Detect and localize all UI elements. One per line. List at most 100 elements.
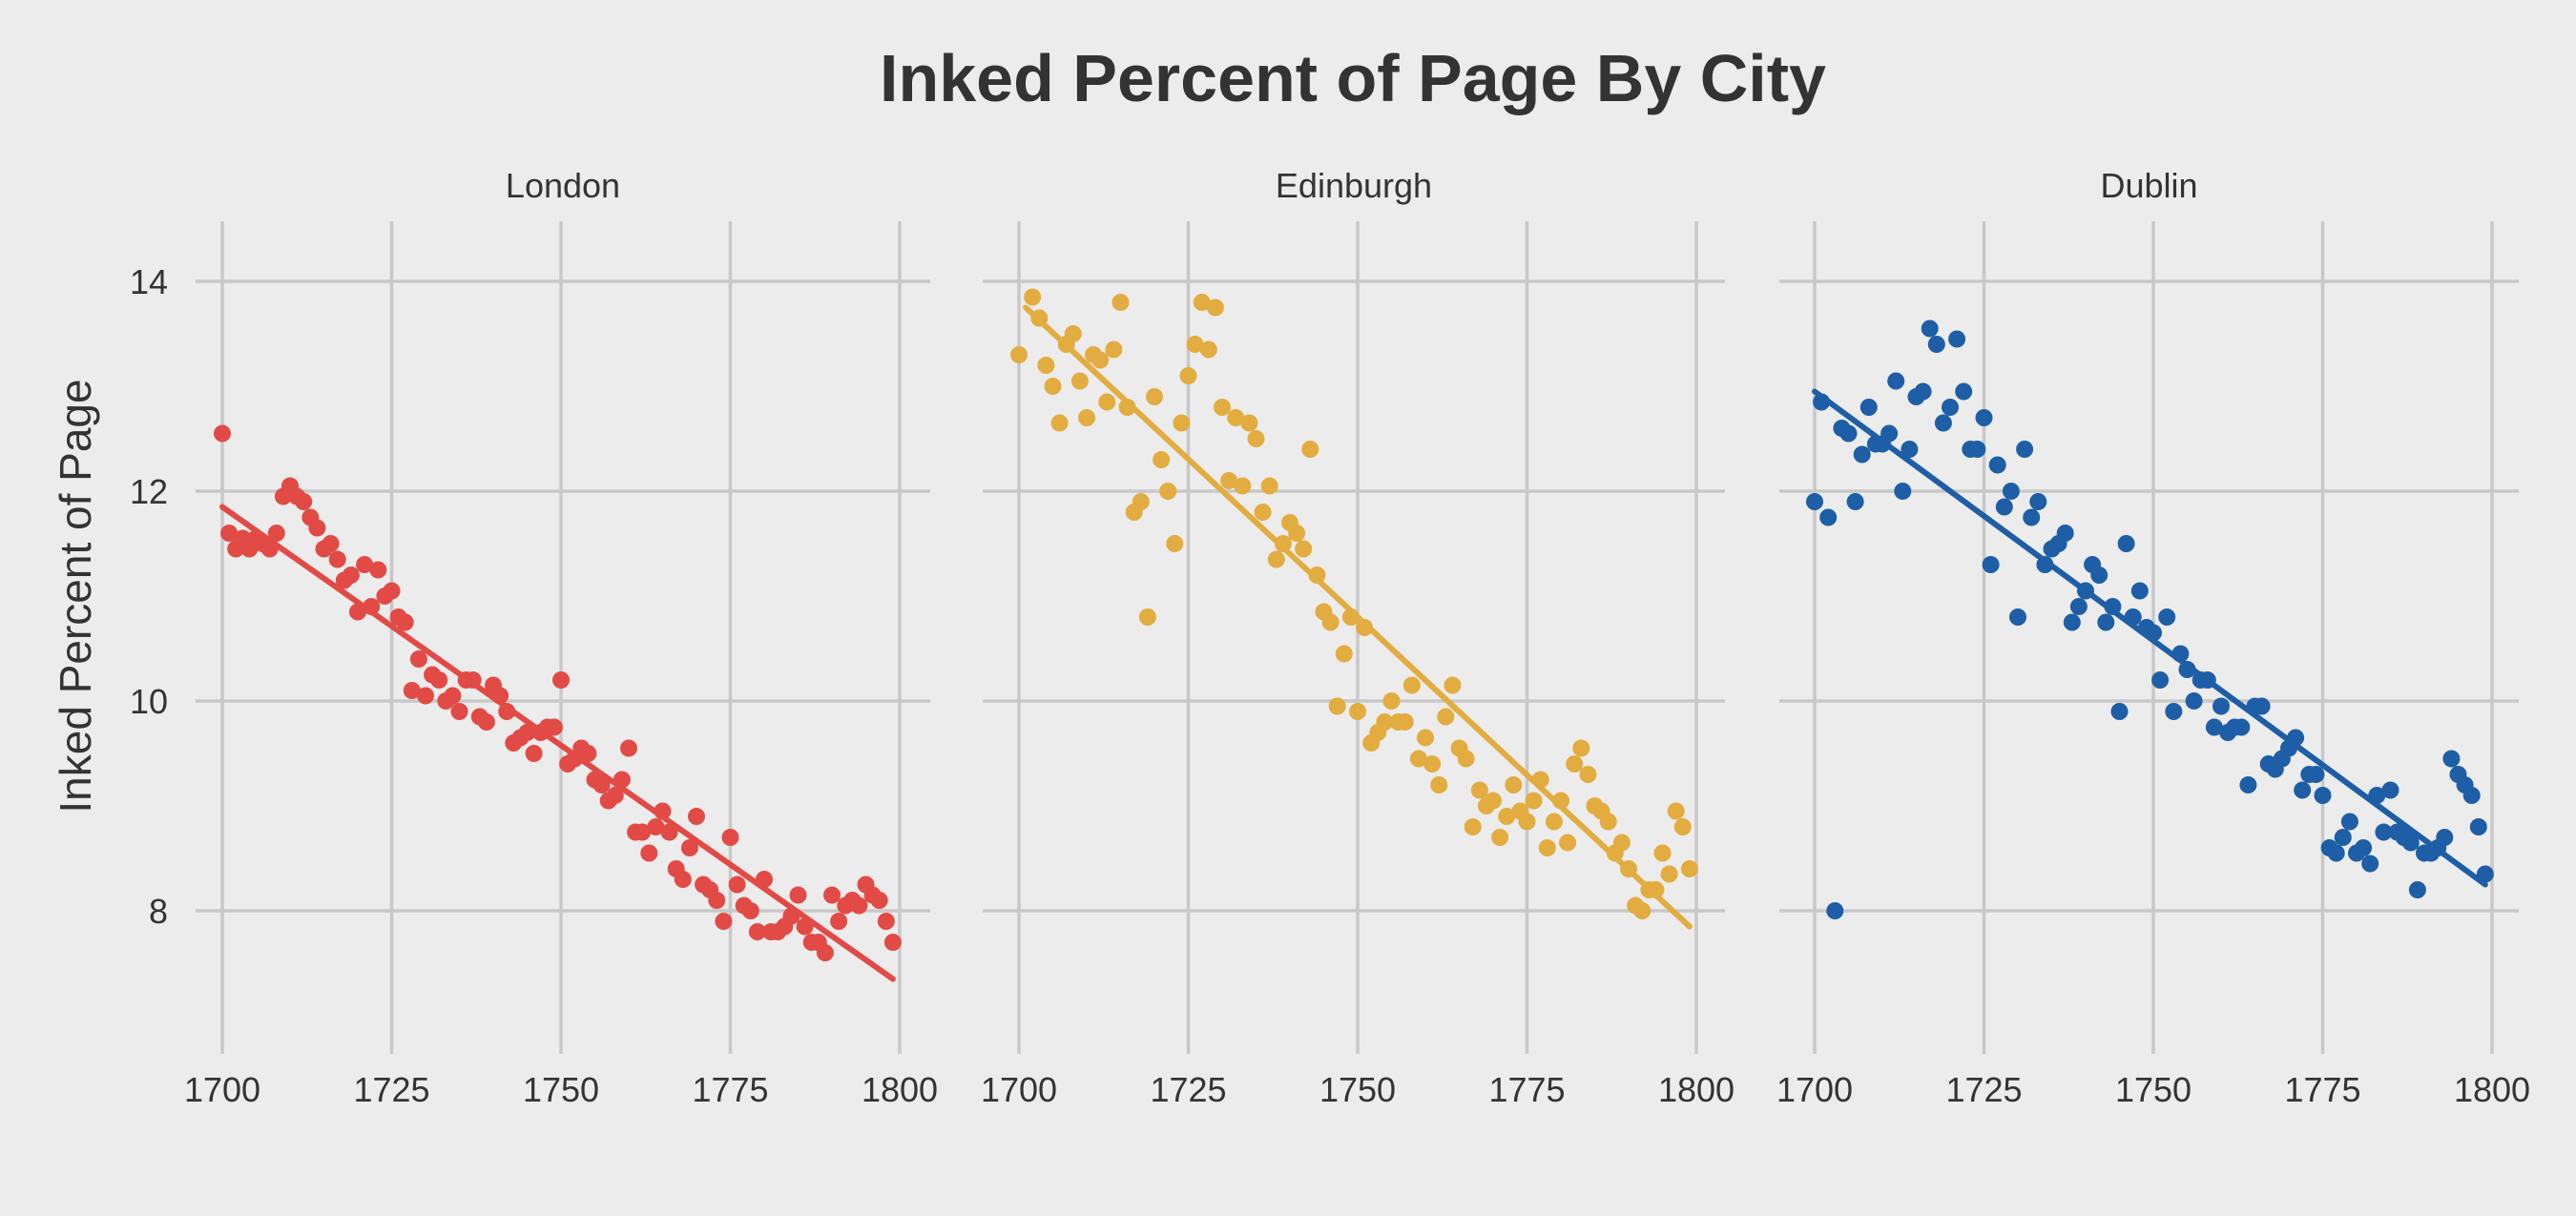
x-tick-label: 1750 [1319,1070,1396,1109]
x-tick-label: 1775 [1488,1070,1565,1109]
data-point [1037,357,1055,374]
x-tick-label: 1700 [184,1070,260,1109]
data-point [430,671,448,689]
data-point [267,525,285,542]
data-point [1667,802,1685,820]
data-point [1146,388,1163,405]
data-point [1826,902,1844,919]
data-point [674,871,692,888]
data-point [1417,729,1434,747]
data-point [1982,556,2000,573]
data-point [1859,399,1878,416]
data-point [1382,692,1401,710]
data-point [1227,409,1245,426]
data-point [1566,755,1584,773]
data-point [1975,409,1993,426]
data-point [1942,399,1959,416]
data-point [308,519,326,537]
data-point [592,776,611,793]
facet-edinburgh: 1700 1725 1750 1775 1800 Edinburgh [981,166,1735,1109]
data-point [1525,792,1543,810]
data-point [816,944,834,961]
data-point [1288,525,1306,542]
data-point [1887,372,1905,390]
data-point [1220,472,1238,489]
data-point [877,913,895,930]
data-point [1409,750,1427,768]
data-point [525,745,543,762]
data-point [1955,382,1973,401]
data-point [403,682,421,699]
data-point [2381,781,2399,799]
data-point [396,613,414,631]
data-point [1247,430,1265,447]
data-point [1295,540,1313,558]
data-point [2151,671,2170,689]
data-point [1599,813,1617,831]
data-point [1254,504,1272,521]
data-point [1894,483,1912,500]
data-point [2212,697,2230,715]
data-point [1206,299,1224,317]
data-point [2469,818,2487,835]
data-point [1173,414,1191,432]
data-point [1968,441,1986,458]
data-point [2009,608,2026,626]
data-point [444,687,462,705]
data-point [2016,441,2034,458]
data-point [1260,477,1278,495]
data-point [1505,776,1523,793]
data-point [850,897,868,915]
data-point [1518,813,1536,831]
data-point [369,561,387,579]
data-point [647,818,665,835]
data-point [2340,813,2358,831]
data-point [2185,692,2203,710]
data-point [322,535,340,552]
data-point [2205,718,2223,736]
data-point [383,582,401,600]
trend-line [1023,304,1693,930]
x-tick-label: 1725 [353,1070,429,1109]
data-point [2334,829,2352,846]
data-point [1166,535,1184,552]
data-point [1538,839,1556,856]
data-point [2158,608,2176,626]
data-point [2117,535,2135,552]
data-point [1464,818,1482,835]
y-tick-label: 12 [130,472,168,511]
data-point [450,703,468,720]
data-point [2063,613,2081,631]
data-point [1078,409,1095,426]
data-point [680,839,698,856]
x-tick-label: 1750 [523,1070,599,1109]
data-point [2436,829,2454,846]
data-point [2165,703,2183,720]
data-point [1301,441,1319,458]
data-point [1214,399,1231,416]
data-point [1901,441,1919,458]
data-point [620,739,637,757]
data-point [1186,336,1204,353]
data-point [1880,424,1899,443]
data-point [1673,818,1692,835]
x-tick-label: 1775 [2284,1070,2360,1109]
data-point [1853,445,1871,464]
data-point [870,892,888,909]
trend-line [219,504,896,982]
data-point [1423,755,1442,773]
data-point [1579,766,1597,783]
data-point [1267,550,1285,568]
data-point [1349,703,1366,720]
data-point [477,713,495,731]
data-point [2375,823,2393,841]
x-tick-label: 1750 [2115,1070,2192,1109]
data-point [1430,776,1448,793]
data-point [1846,493,1864,510]
data-point [1633,902,1652,919]
data-point [2355,839,2373,856]
data-point [579,745,597,762]
data-point [634,823,652,841]
data-point [1806,493,1823,510]
